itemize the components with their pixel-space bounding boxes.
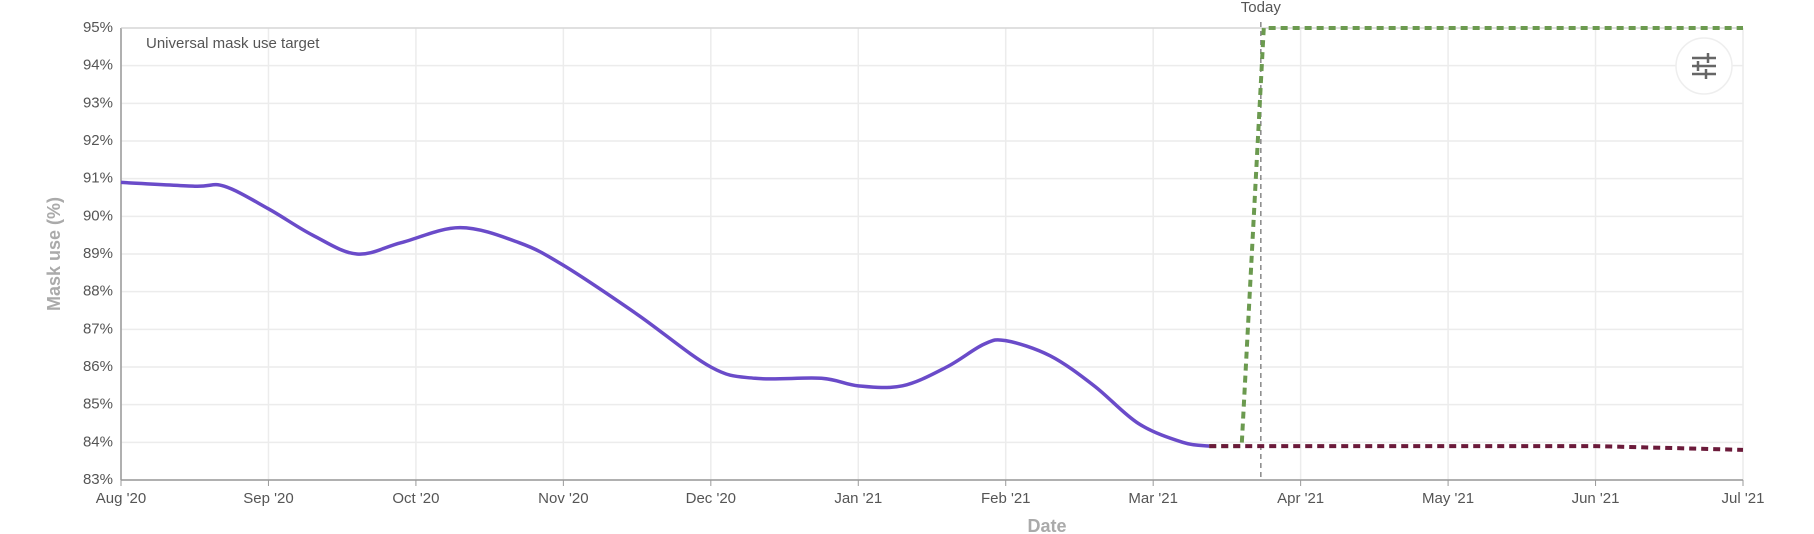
series-line [1209, 444, 1744, 452]
series-line [1209, 26, 1743, 449]
filter-button[interactable] [1675, 37, 1733, 95]
y-tick-label: 90% [83, 207, 113, 224]
y-tick-label: 94% [83, 57, 113, 74]
filter-icon [1692, 53, 1716, 79]
x-tick-label: Jan '21 [834, 490, 882, 507]
x-tick-label: Sep '20 [243, 490, 293, 507]
plot: 83% 84% 85% 86% 87% 88% 89% 90% 91% 92% 93% 94% 95% A… [83, 0, 1764, 507]
x-tick-label: Apr '21 [1277, 490, 1324, 507]
annotation: Universal mask use target [146, 35, 320, 52]
x-tick-label: Nov '20 [538, 490, 588, 507]
y-tick-label: 93% [83, 94, 113, 111]
x-tick-label: Jun '21 [1572, 490, 1620, 507]
y-tick-label: 87% [83, 320, 113, 337]
x-tick-label: Mar '21 [1128, 490, 1178, 507]
y-tick-label: 88% [83, 283, 113, 300]
y-tick-label: 83% [83, 471, 113, 488]
y-tick-label: 89% [83, 245, 113, 262]
x-tick-label: Jul '21 [1722, 490, 1765, 507]
y-tick-label: 84% [83, 433, 113, 450]
x-tick-label: Aug '20 [96, 490, 146, 507]
x-tick-label: Feb '21 [981, 490, 1031, 507]
y-tick-label: 92% [83, 132, 113, 149]
x-tick-label: Oct '20 [392, 490, 439, 507]
today-label: Today [1241, 0, 1282, 16]
y-axis-label: Mask use (%) [44, 197, 64, 311]
y-tick-label: 86% [83, 358, 113, 375]
y-tick-label: 91% [83, 170, 113, 187]
series-line [120, 180, 1210, 448]
y-tick-label: 85% [83, 396, 113, 413]
x-tick-label: Dec '20 [686, 490, 736, 507]
x-axis-label: Date [1027, 516, 1066, 534]
y-tick-label: 95% [83, 19, 113, 36]
x-tick-label: May '21 [1422, 490, 1474, 507]
